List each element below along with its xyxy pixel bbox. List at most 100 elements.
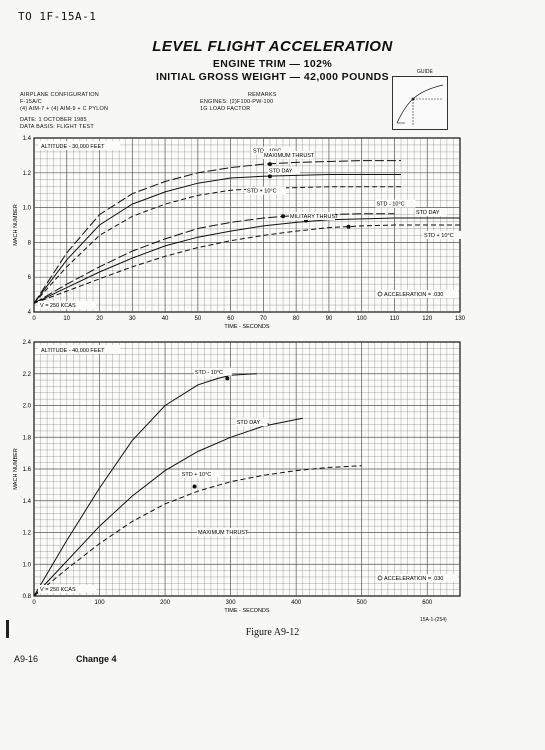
acceleration-point-marker <box>267 174 272 179</box>
y-tick-label: 4 <box>28 310 32 316</box>
acceleration-label-bg <box>376 290 458 298</box>
y-tick-label: 1.6 <box>23 467 32 473</box>
x-tick-label: 40 <box>162 316 169 322</box>
series-line-std-day <box>33 417 303 597</box>
figure-caption: Figure A9-12 <box>245 627 300 638</box>
acceleration-legend-marker <box>377 291 383 297</box>
altitude-label-bg <box>38 345 120 354</box>
y-tick-label: 1.0 <box>23 206 32 212</box>
y-tick-label: 1.4 <box>23 136 32 142</box>
series-label-bg <box>193 367 232 376</box>
series-label: STD + 10°C <box>424 233 454 239</box>
series-label: STD + 10°C <box>247 189 277 195</box>
gross-weight-subtitle: INITIAL GROSS WEIGHT — 42,000 POUNDS <box>156 71 389 83</box>
y-tick-label: 1.8 <box>23 435 32 441</box>
guide-label: GUIDE <box>417 69 433 75</box>
document-id: TO 1F-15A-1 <box>18 10 97 23</box>
y-tick-label: 1.4 <box>23 499 32 505</box>
start-speed-label: V = 250 KCAS <box>40 303 76 309</box>
series-line-std-10-c <box>33 373 257 597</box>
x-tick-label: 90 <box>326 316 333 322</box>
x-tick-label: 30 <box>129 316 136 322</box>
series-label-bg <box>235 418 268 427</box>
acceleration-point-marker <box>192 484 197 489</box>
max-thrust-label: MAXIMUM THRUST <box>264 153 315 159</box>
series-label: STD DAY <box>416 210 440 216</box>
start-speed-bg <box>38 301 96 309</box>
date-line: DATE: 1 OCTOBER 1985 <box>20 117 87 123</box>
figure-reference-code: 15A-1-(254) <box>420 617 447 623</box>
x-tick-label: 500 <box>357 600 368 606</box>
x-tick-label: 80 <box>293 316 300 322</box>
series-line-max-std-10-c <box>33 160 401 304</box>
x-axis-label: TIME - SECONDS <box>224 324 270 330</box>
series-label: STD + 10°C <box>182 472 212 478</box>
acceleration-point-marker <box>281 214 286 219</box>
remarks-load-factor: 1G LOAD FACTOR <box>200 106 251 112</box>
series-line-max-std-10-c <box>33 186 401 304</box>
y-tick-label: 2.4 <box>23 340 32 346</box>
series-label: STD - 10°C <box>195 370 223 376</box>
x-tick-label: 200 <box>160 600 171 606</box>
series-label-bg <box>180 469 221 478</box>
y-tick-label: 1.2 <box>23 171 32 177</box>
mil_thrust-bg <box>289 212 335 220</box>
guide-diagram <box>396 84 444 125</box>
y-tick-label: 6 <box>28 275 32 281</box>
y-tick-label: 1.2 <box>23 531 32 537</box>
x-tick-label: 600 <box>422 600 433 606</box>
series-label: STD DAY <box>237 420 261 426</box>
remarks-engines: ENGINES: (2)F100-PW-100 <box>200 99 274 105</box>
x-tick-label: 0 <box>32 316 36 322</box>
airplane-configuration: AIRPLANE CONFIGURATION F-15A/C (4) AIM-7… <box>20 92 108 113</box>
x-tick-label: 60 <box>227 316 234 322</box>
change-bar <box>6 620 9 638</box>
y-axis-label: MACH NUMBER <box>13 448 19 490</box>
start-speed-bg <box>38 585 96 593</box>
y-tick-label: 8 <box>28 240 32 246</box>
x-tick-label: 100 <box>357 316 368 322</box>
x-tick-label: 0 <box>32 600 36 606</box>
acceleration-point-marker <box>225 376 230 381</box>
series-label-bg <box>252 146 291 155</box>
acceleration-label-bg <box>376 574 458 582</box>
series-line-std-10-c <box>33 465 362 597</box>
series-label-bg <box>423 231 463 239</box>
x-tick-label: 120 <box>422 316 433 322</box>
series-line-mil-std-day <box>33 217 460 304</box>
chart-altitude-30000: 0 10 20 30 40 50 60 70 80 90 100 110 120 130 4 6 8 1.0 1.2… <box>13 136 466 330</box>
altitude-label: ALTITUDE - 30,000 FEET <box>41 144 105 150</box>
plot-area <box>33 137 461 313</box>
mil-thrust-label: MILITARY THRUST <box>290 214 339 220</box>
series-line-mil-std-10-c <box>33 224 460 304</box>
x-tick-label: 10 <box>63 316 70 322</box>
y-tick-label: 0.8 <box>23 594 32 600</box>
chart-title: LEVEL FLIGHT ACCELERATION <box>152 38 393 55</box>
acceleration-label: ACCELERATION = .030 <box>384 292 443 298</box>
page-number: A9-16 <box>14 654 39 664</box>
x-tick-label: 110 <box>390 316 400 322</box>
data-basis-line: DATA BASIS: FLIGHT TEST <box>20 124 94 130</box>
acceleration-point-marker <box>346 224 351 229</box>
y-tick-label: 2.2 <box>23 372 32 378</box>
acceleration-label: ACCELERATION = .030 <box>384 576 443 582</box>
y-tick-label: 1.0 <box>23 562 32 568</box>
altitude-label-bg <box>38 141 120 150</box>
x-tick-label: 300 <box>226 600 237 606</box>
x-tick-label: 100 <box>95 600 106 606</box>
max_thrust-bg <box>197 528 247 536</box>
max_thrust-bg <box>263 151 313 159</box>
altitude-label: ALTITUDE - 40,000 FEET <box>41 348 105 354</box>
engine-trim-subtitle: ENGINE TRIM — 102% <box>212 58 333 70</box>
series-label-bg <box>268 166 301 175</box>
series-label-bg <box>415 208 447 217</box>
series-label: STD DAY <box>269 169 293 175</box>
remarks-heading: REMARKS <box>248 92 277 98</box>
x-tick-label: 20 <box>96 316 103 322</box>
chart-altitude-40000: 0 100 200 300 400 500 600 0.8 1.0 1.2 1.4 1.6 1.8 2.0… <box>13 340 461 614</box>
acceleration-legend-marker <box>377 575 383 581</box>
y-tick-label: 2.0 <box>23 404 32 410</box>
config-airplane: F-15A/C <box>20 99 42 105</box>
config-heading: AIRPLANE CONFIGURATION <box>20 92 99 98</box>
series-label: STD - 10°C <box>376 202 404 208</box>
